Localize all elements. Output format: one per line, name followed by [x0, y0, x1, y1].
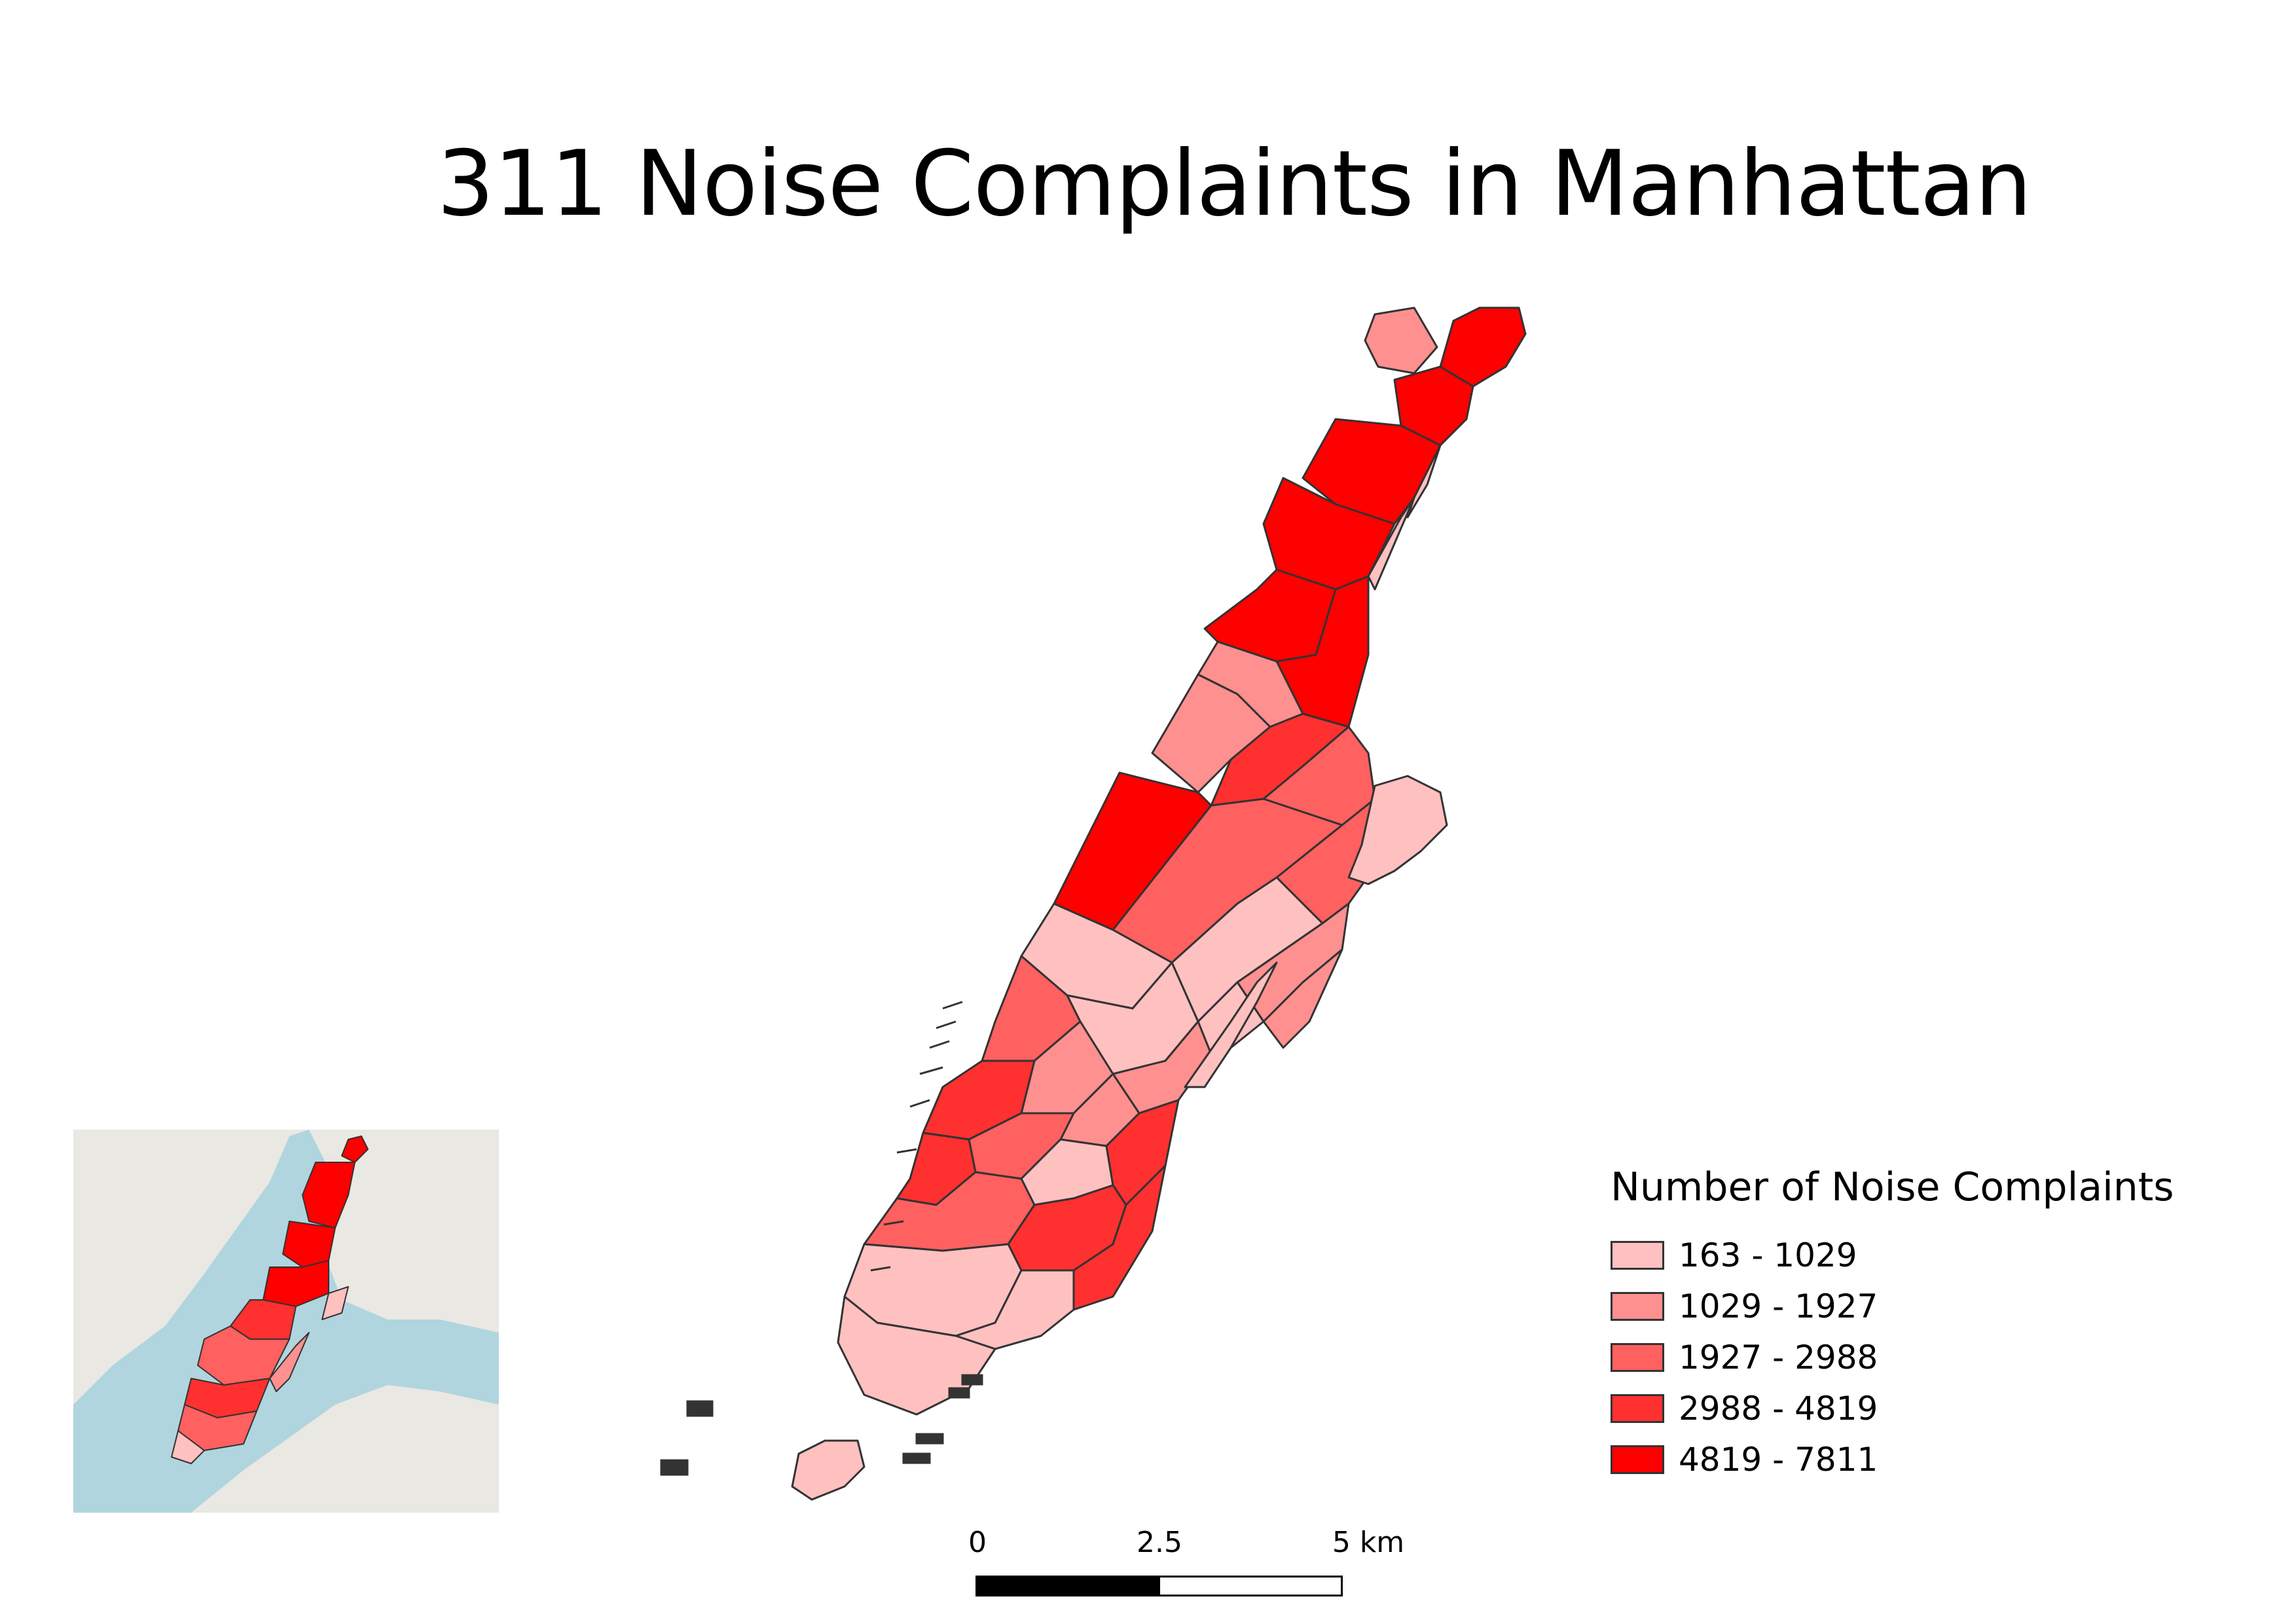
map-region: [1262, 948, 1343, 1049]
inset-region: [197, 1325, 290, 1386]
legend-swatch: [1611, 1241, 1664, 1270]
legend-label: 4819 - 7811: [1679, 1441, 1878, 1479]
scale-bar: 0 2.5 5 km: [968, 1526, 1404, 1611]
map-title: 311 Noise Complaints in Manhattan: [437, 131, 2032, 236]
scale-segment-white: [1158, 1576, 1343, 1596]
map-region: [1072, 1164, 1167, 1311]
legend-item: 1927 - 2988: [1611, 1332, 2174, 1383]
map-region: [791, 1439, 866, 1501]
legend-item: 4819 - 7811: [1611, 1434, 2174, 1485]
legend-label: 1029 - 1927: [1679, 1287, 1878, 1325]
map-region: [1406, 444, 1442, 519]
inset-map-svg: [73, 1130, 499, 1513]
map-region: [1184, 961, 1278, 1088]
legend-item: 1029 - 1927: [1611, 1281, 2174, 1332]
map-region: [1364, 306, 1438, 375]
scale-label-mid: 2.5: [1137, 1526, 1182, 1559]
legend-title: Number of Noise Complaints: [1611, 1164, 2174, 1210]
scale-segment-black: [975, 1576, 1160, 1596]
legend-label: 2988 - 4819: [1679, 1390, 1878, 1428]
map-region: [1367, 496, 1415, 591]
legend-swatch: [1611, 1343, 1664, 1372]
inset-region: [269, 1332, 310, 1392]
legend-item: 2988 - 4819: [1611, 1383, 2174, 1434]
scale-label-0: 0: [968, 1526, 987, 1559]
inset-region: [321, 1286, 349, 1320]
inset-region: [171, 1430, 205, 1464]
legend-swatch: [1611, 1394, 1664, 1423]
legend: Number of Noise Complaints 163 - 1029 10…: [1611, 1164, 2174, 1485]
legend-label: 1927 - 2988: [1679, 1338, 1878, 1376]
legend-swatch: [1611, 1445, 1664, 1474]
legend-label: 163 - 1029: [1679, 1236, 1857, 1274]
map-region: [837, 1295, 996, 1416]
legend-item: 163 - 1029: [1611, 1230, 2174, 1281]
locator-inset-map: [73, 1130, 499, 1513]
piers: [660, 1001, 983, 1476]
map-region: [1347, 775, 1448, 885]
scale-label-end: 5 km: [1332, 1526, 1405, 1559]
legend-swatch: [1611, 1292, 1664, 1321]
inset-region: [341, 1135, 369, 1163]
map-region: [955, 1269, 1075, 1350]
choropleth-regions: [791, 306, 1527, 1501]
